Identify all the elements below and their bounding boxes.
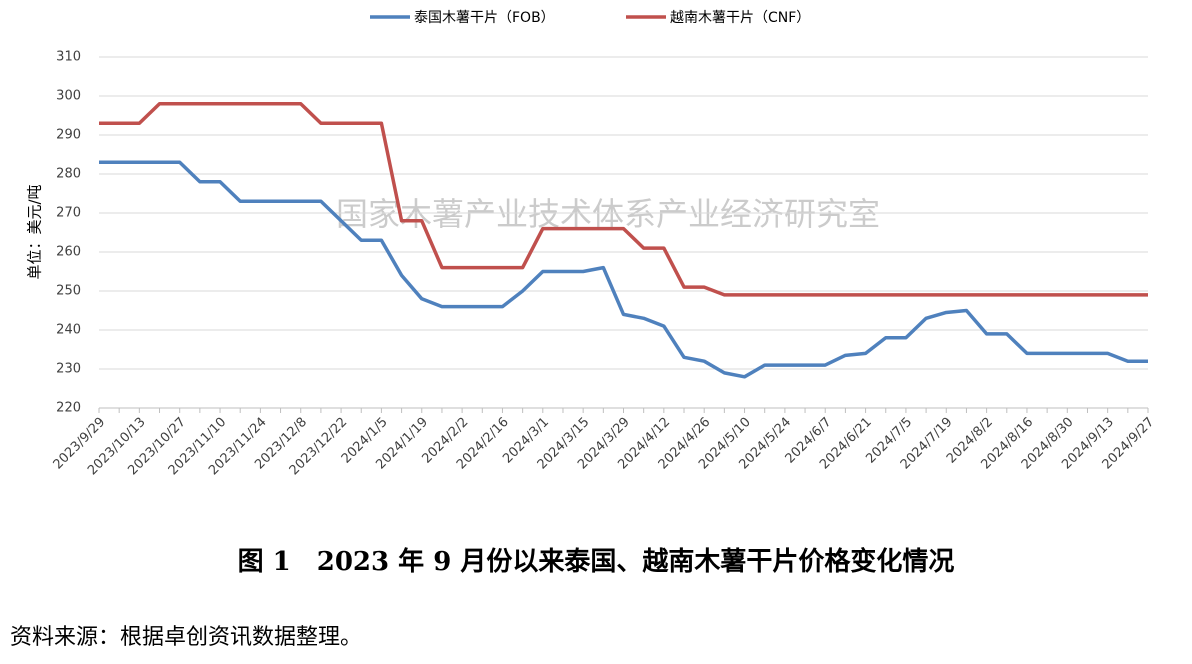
y-tick-label: 240 [56,323,81,338]
y-tick-label: 250 [56,284,81,299]
y-axis-label: 单位：美元/吨 [26,184,44,279]
y-tick-label: 310 [56,50,81,65]
watermark: 国家木薯产业技术体系产业经济研究室 [336,195,880,233]
y-tick-label: 220 [56,401,81,416]
legend-label: 泰国木薯干片（FOB） [414,10,555,26]
series-line [99,160,1148,379]
y-tick-label: 270 [56,206,81,221]
y-tick-label: 230 [56,362,81,377]
series-line [99,102,1148,297]
y-tick-label: 290 [56,128,81,143]
source: 资料来源：根据卓创资讯数据整理。 [10,625,362,650]
legend-label: 越南木薯干片（CNF） [670,10,810,26]
caption: 图 1 2023 年 9 月份以来泰国、越南木薯干片价格变化情况 [238,546,955,577]
y-tick-label: 300 [56,89,81,104]
y-tick-label: 260 [56,245,81,260]
y-tick-label: 280 [56,167,81,182]
